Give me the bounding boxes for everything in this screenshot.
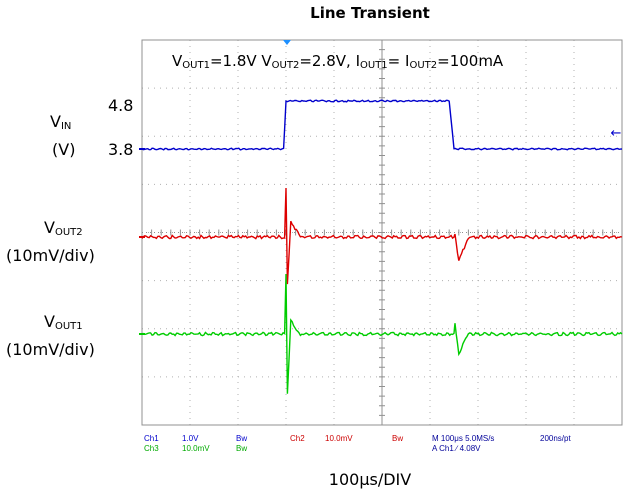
vout1-label: VOUT1 bbox=[44, 312, 83, 332]
vin-high-level: 4.8 bbox=[108, 96, 134, 115]
traces bbox=[139, 99, 623, 394]
status-row1-item: Ch2 bbox=[290, 434, 305, 443]
chart-title: Line Transient bbox=[310, 4, 430, 22]
screen-border bbox=[141, 39, 623, 426]
trace-vin bbox=[141, 99, 623, 151]
status-row1-item: 200ns/pt bbox=[540, 434, 571, 443]
status-row2-item: A Ch1 ∕ 4.08V bbox=[432, 444, 481, 453]
graticule bbox=[141, 39, 623, 426]
status-row2-item: 10.0mV bbox=[182, 444, 210, 453]
status-row1-item: Bw bbox=[236, 434, 247, 443]
trace-vout1 bbox=[141, 273, 623, 394]
status-row1-item: Bw bbox=[392, 434, 403, 443]
status-row1-item: 10.0mV bbox=[325, 434, 353, 443]
vin-label: VIN bbox=[50, 112, 72, 132]
status-row1-item: M 100μs 5.0MS/s bbox=[432, 434, 494, 443]
status-row2-item: Ch3 bbox=[144, 444, 159, 453]
vout1-unit: (10mV/div) bbox=[6, 340, 95, 359]
trace-vout2 bbox=[141, 187, 623, 285]
vout2-unit: (10mV/div) bbox=[6, 246, 95, 265]
vin-unit: (V) bbox=[52, 140, 76, 159]
trigger-position-marker bbox=[283, 40, 291, 45]
status-bar: Ch1 1.0V Bw Ch2 10.0mV Bw M 100μs 5.0MS/s 200ns… bbox=[144, 434, 571, 453]
trigger-level-arrow-icon: ← bbox=[611, 126, 622, 141]
vin-low-level: 3.8 bbox=[108, 140, 134, 159]
conditions-annotation: VOUT1=1.8V VOUT2=2.8V, IOUT1= IOUT2=100m… bbox=[172, 52, 504, 71]
x-axis-label: 100μs/DIV bbox=[328, 470, 412, 489]
vout2-label: VOUT2 bbox=[44, 218, 83, 238]
status-row1-item: 1.0V bbox=[182, 434, 199, 443]
status-row1-item: Ch1 bbox=[144, 434, 159, 443]
status-row2-item: Bw bbox=[236, 444, 247, 453]
